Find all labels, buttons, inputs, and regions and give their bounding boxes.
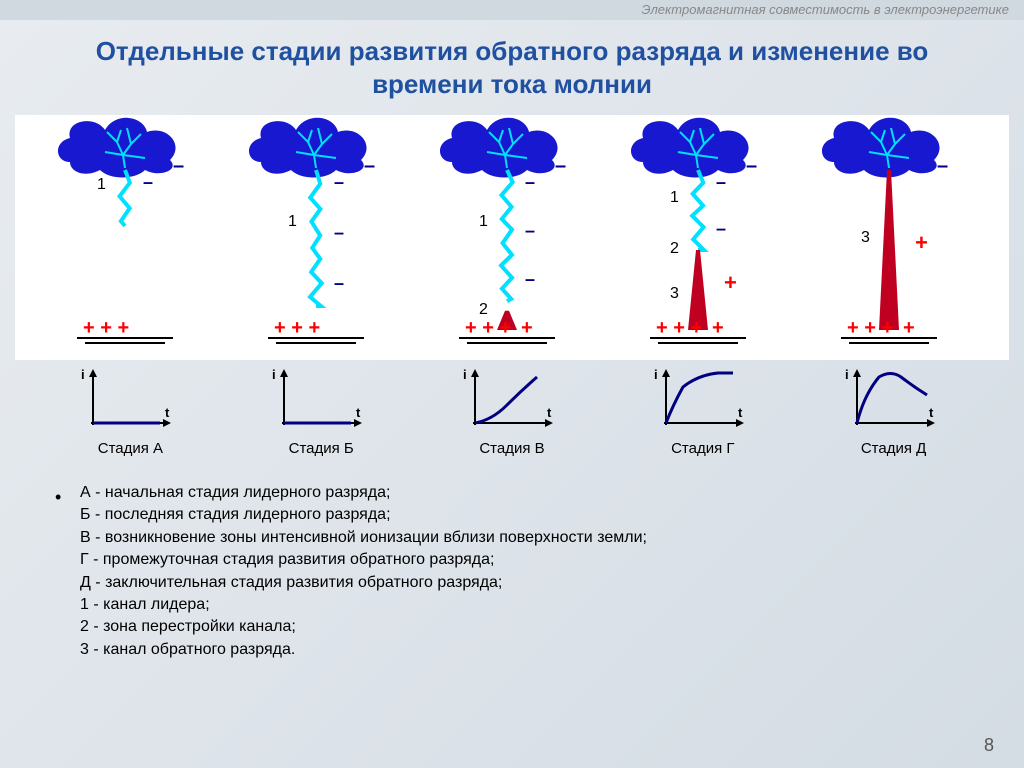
svg-text:–: – [937, 155, 948, 177]
svg-text:+ + +: + + + [83, 317, 129, 339]
svg-text:–: – [555, 155, 566, 177]
svg-text:–: – [746, 155, 757, 177]
legend-line: 3 - канал обратного разряда. [80, 639, 974, 661]
svg-text:–: – [334, 273, 344, 293]
graph-label: Стадия Г [613, 440, 793, 457]
graph-label: Стадия Д [804, 440, 984, 457]
legend-line: 2 - зона перестройки канала; [80, 616, 974, 638]
legend-line: А - начальная стадия лидерного разряда; [80, 482, 974, 504]
svg-text:+: + [724, 270, 737, 295]
graphs-row: i t Стадия A i t Стадия Б i t Стадия В i… [15, 360, 1009, 457]
svg-text:–: – [525, 220, 535, 240]
header-text: Электромагнитная совместимость в электро… [0, 0, 1024, 20]
graph-label: Стадия В [422, 440, 602, 457]
current-graph: i t Стадия Б [231, 365, 411, 457]
graph-label: Стадия A [40, 440, 220, 457]
legend-line: Г - промежуточная стадия развития обратн… [80, 549, 974, 571]
svg-text:1: 1 [479, 213, 488, 230]
svg-text:3: 3 [670, 285, 679, 302]
svg-text:+ + +: + + + [274, 317, 320, 339]
stage-panel: ––––1+ + + [231, 115, 411, 360]
legend-line: 1 - канал лидера; [80, 594, 974, 616]
svg-text:t: t [356, 405, 361, 420]
svg-text:t: t [738, 405, 743, 420]
svg-text:t: t [547, 405, 552, 420]
legend-line: Б - последняя стадия лидерного разряда; [80, 504, 974, 526]
svg-text:3: 3 [861, 229, 870, 246]
svg-text:2: 2 [670, 240, 679, 257]
graph-label: Стадия Б [231, 440, 411, 457]
svg-text:–: – [525, 172, 535, 192]
bullet-icon: • [55, 485, 61, 510]
svg-text:1: 1 [288, 213, 297, 230]
svg-text:+: + [915, 230, 928, 255]
stage-panel: – +3 + + + + [804, 115, 984, 360]
svg-text:–: – [334, 222, 344, 242]
svg-text:i: i [81, 367, 85, 382]
svg-text:1: 1 [97, 176, 106, 193]
svg-text:t: t [165, 405, 170, 420]
svg-text:+ + +: + + + [847, 317, 893, 339]
svg-text:–: – [716, 172, 726, 192]
stage-panel: ––––12+ + ++ [422, 115, 602, 360]
svg-text:–: – [525, 269, 535, 289]
svg-text:i: i [272, 367, 276, 382]
svg-text:+: + [903, 317, 915, 339]
stage-panel: –––+123+ + ++ [613, 115, 793, 360]
svg-text:2: 2 [479, 301, 488, 318]
current-graph: i t Стадия В [422, 365, 602, 457]
svg-text:–: – [334, 172, 344, 192]
svg-text:+ + +: + + + [465, 317, 511, 339]
current-graph: i t Стадия A [40, 365, 220, 457]
page-number: 8 [984, 735, 994, 756]
current-graph: i t Стадия Г [613, 365, 793, 457]
svg-text:i: i [463, 367, 467, 382]
svg-text:–: – [173, 155, 184, 177]
legend-line: В - возникновение зоны интенсивной иониз… [80, 527, 974, 549]
legend-line: Д - заключительная стадия развития обрат… [80, 572, 974, 594]
svg-text:+ + +: + + + [656, 317, 702, 339]
svg-text:i: i [845, 367, 849, 382]
svg-text:i: i [654, 367, 658, 382]
stages-diagram-row: ––1+ + + ––––1+ + + ––––12+ + ++ [15, 115, 1009, 360]
current-graph: i t Стадия Д [804, 365, 984, 457]
svg-text:–: – [364, 155, 375, 177]
svg-text:t: t [929, 405, 934, 420]
svg-text:+: + [712, 317, 724, 339]
svg-text:1: 1 [670, 189, 679, 206]
stage-panel: –– 1 + + + [40, 115, 220, 360]
svg-text:+: + [521, 317, 533, 339]
svg-text:–: – [716, 219, 726, 239]
legend-block: • А - начальная стадия лидерного разряда… [0, 457, 1024, 661]
svg-text:–: – [143, 172, 153, 192]
